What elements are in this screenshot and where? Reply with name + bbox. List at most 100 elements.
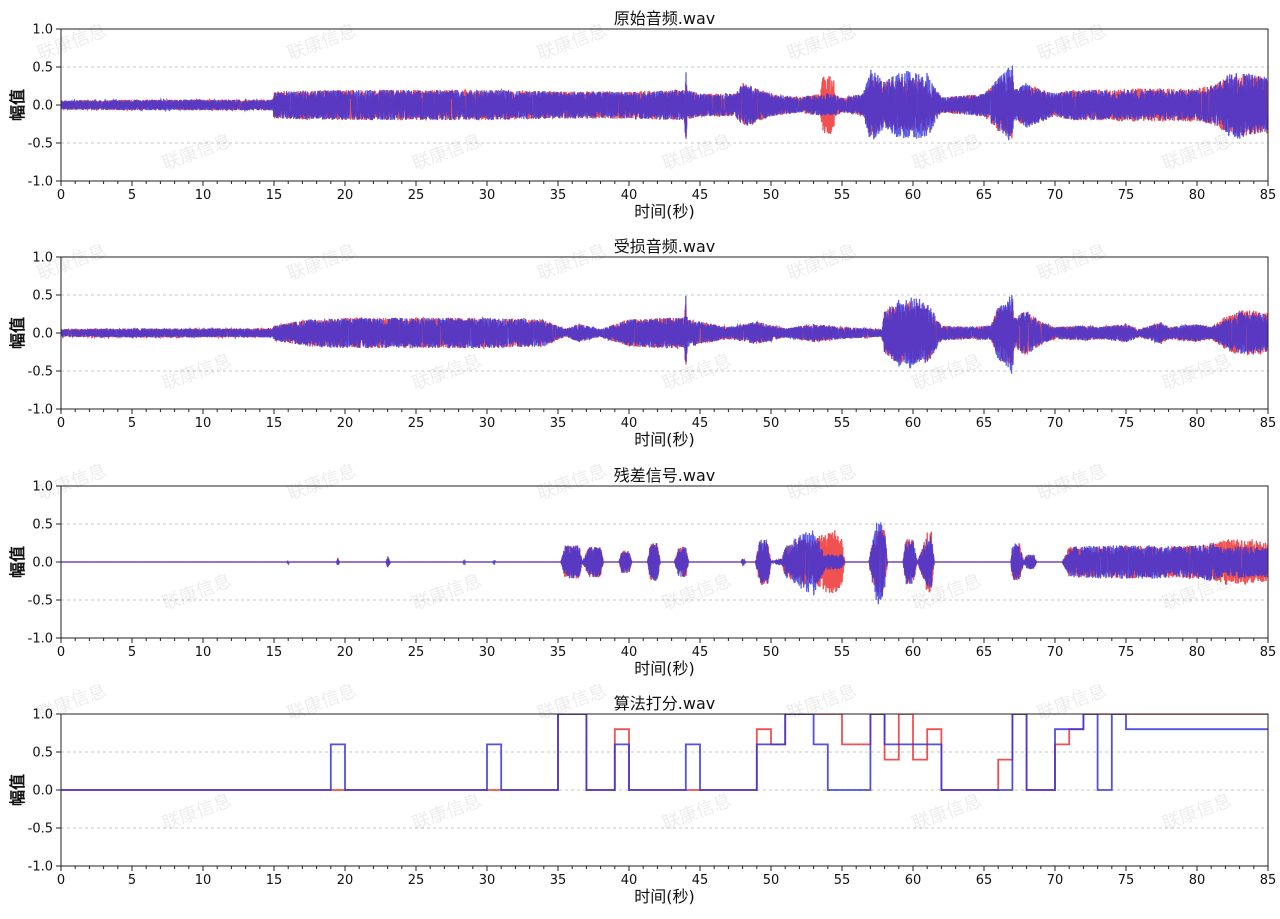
watermark-mark: 联康信息 (785, 460, 860, 504)
x-tick-label: 70 (1047, 873, 1064, 888)
x-tick-label: 20 (337, 645, 354, 660)
series-line-2 (61, 714, 1268, 791)
x-tick-label: 55 (834, 416, 851, 431)
watermark-mark: 联康信息 (660, 130, 735, 174)
y-tick-label: -1.0 (28, 175, 53, 190)
y-tick-label: -0.5 (28, 822, 53, 837)
watermark-mark: 联康信息 (285, 20, 360, 64)
chart-panel-2: 0 5 10 15 20 25 30 35 40 45 50 55 60 65 70 75 80 85 -1.0 -0… (8, 237, 1276, 449)
x-tick-label: 80 (1189, 645, 1206, 660)
x-tick-label: 60 (905, 645, 922, 660)
x-tick-label: 0 (57, 645, 65, 660)
x-axis-label: 时间(秒) (634, 887, 695, 906)
x-tick-label: 65 (976, 645, 993, 660)
watermark-mark: 联康信息 (535, 460, 610, 504)
watermark-mark: 联康信息 (410, 350, 485, 394)
watermark-mark: 联康信息 (910, 570, 985, 614)
x-tick-label: 80 (1189, 873, 1206, 888)
x-tick-label: 75 (1118, 188, 1135, 203)
x-tick-label: 45 (692, 416, 709, 431)
x-axis-label: 时间(秒) (634, 430, 695, 449)
x-tick-label: 55 (834, 645, 851, 660)
x-tick-label: 20 (337, 873, 354, 888)
x-tick-label: 50 (763, 645, 780, 660)
x-tick-label: 70 (1047, 188, 1064, 203)
x-tick-label: 50 (763, 416, 780, 431)
x-tick-label: 45 (692, 873, 709, 888)
x-tick-label: 60 (905, 188, 922, 203)
x-tick-label: 50 (763, 873, 780, 888)
x-tick-label: 0 (57, 188, 65, 203)
watermark-mark: 联康信息 (660, 570, 735, 614)
chart-title: 残差信号.wav (614, 466, 715, 485)
x-tick-label: 10 (195, 416, 212, 431)
plot-area (61, 65, 1268, 141)
y-tick-label: 1.0 (32, 708, 53, 723)
watermark-mark: 联康信息 (1035, 460, 1110, 504)
x-tick-label: 85 (1260, 416, 1277, 431)
x-tick-label: 65 (976, 416, 993, 431)
plot-area (61, 522, 1268, 605)
x-tick-label: 45 (692, 188, 709, 203)
x-tick-label: 70 (1047, 416, 1064, 431)
y-tick-label: 0.0 (32, 99, 53, 114)
y-axis-label: 幅值 (8, 774, 27, 806)
x-tick-label: 65 (976, 873, 993, 888)
chart-panel-4: 0 5 10 15 20 25 30 35 40 45 50 55 60 65 70 75 80 85 -1.0 -0… (8, 694, 1276, 906)
x-tick-label: 0 (57, 416, 65, 431)
x-tick-label: 55 (834, 188, 851, 203)
x-tick-label: 30 (479, 188, 496, 203)
x-tick-label: 0 (57, 873, 65, 888)
x-tick-label: 35 (550, 873, 567, 888)
chart-panels: 0 5 10 15 20 25 30 35 40 45 50 55 60 65 70 75 80 85 -1.0 -0… (8, 9, 1276, 906)
plot-area (61, 295, 1268, 374)
y-tick-label: 1.0 (32, 23, 53, 38)
y-tick-label: 0.0 (32, 327, 53, 342)
y-tick-label: 0.5 (32, 289, 53, 304)
x-tick-label: 60 (905, 873, 922, 888)
y-tick-label: -1.0 (28, 860, 53, 875)
y-tick-label: -0.5 (28, 365, 53, 380)
chart-title: 受损音频.wav (614, 237, 715, 256)
watermark-mark: 联康信息 (785, 20, 860, 64)
watermark-mark: 联康信息 (35, 240, 110, 284)
x-tick-label: 35 (550, 188, 567, 203)
x-tick-label: 10 (195, 873, 212, 888)
x-tick-label: 25 (408, 416, 425, 431)
x-tick-label: 75 (1118, 645, 1135, 660)
watermark-mark: 联康信息 (1160, 130, 1235, 174)
x-tick-label: 45 (692, 645, 709, 660)
x-tick-label: 65 (976, 188, 993, 203)
chart-title: 算法打分.wav (614, 694, 715, 713)
watermark-mark: 联康信息 (285, 680, 360, 724)
watermark-mark: 联康信息 (35, 460, 110, 504)
x-tick-label: 40 (621, 416, 638, 431)
watermark-mark: 联康信息 (1035, 20, 1110, 64)
y-tick-label: 0.5 (32, 746, 53, 761)
watermark-mark: 联康信息 (660, 350, 735, 394)
watermark-mark: 联康信息 (285, 240, 360, 284)
y-axis-label: 幅值 (8, 546, 27, 578)
watermark-mark: 联康信息 (160, 130, 235, 174)
x-tick-label: 10 (195, 188, 212, 203)
y-tick-label: -0.5 (28, 137, 53, 152)
x-tick-label: 75 (1118, 873, 1135, 888)
chart-panel-1: 0 5 10 15 20 25 30 35 40 45 50 55 60 65 70 75 80 85 -1.0 -0… (8, 9, 1276, 221)
x-tick-label: 15 (266, 188, 283, 203)
x-tick-label: 55 (834, 873, 851, 888)
x-tick-label: 30 (479, 645, 496, 660)
watermark-mark: 联康信息 (535, 240, 610, 284)
x-tick-label: 40 (621, 188, 638, 203)
chart-panel-3: 0 5 10 15 20 25 30 35 40 45 50 55 60 65 70 75 80 85 -1.0 -0… (8, 466, 1276, 678)
x-axis-label: 时间(秒) (634, 659, 695, 678)
x-tick-label: 15 (266, 416, 283, 431)
x-tick-label: 20 (337, 416, 354, 431)
watermark-mark: 联康信息 (535, 20, 610, 64)
watermark-mark: 联康信息 (410, 130, 485, 174)
y-axis-label: 幅值 (8, 317, 27, 349)
x-tick-label: 5 (128, 188, 136, 203)
watermark-mark: 联康信息 (410, 570, 485, 614)
y-tick-label: 0.0 (32, 784, 53, 799)
y-axis-label: 幅值 (8, 89, 27, 121)
